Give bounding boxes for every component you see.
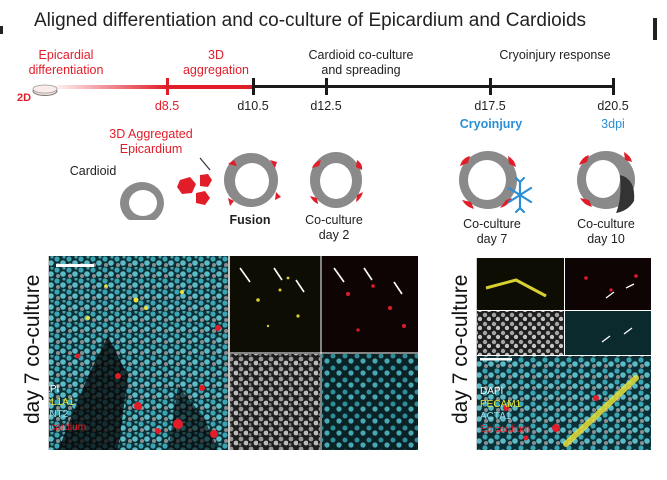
right-label-strip [446, 258, 477, 450]
phase-cryo-label: Cryoinjury response [480, 48, 630, 63]
epicardium-channel-dots [346, 284, 406, 332]
timeline-red-segment [167, 85, 253, 89]
coculture-day2-label: Co-culture day 2 [294, 213, 374, 243]
col1a1-yellow-signal [86, 284, 184, 320]
right-marker-legend: DAPI PECAM1 ACTA1 Epicardium [480, 386, 530, 436]
coculture-day10-line2: day 10 [587, 232, 625, 246]
phase-aggregation-label: 3D aggregation [168, 48, 264, 78]
coculture-day10-label: Co-culture day 10 [566, 217, 646, 247]
right-microscopy-panel: DAPI PECAM1 ACTA1 Epicardium [446, 258, 651, 450]
left-edge-mark [0, 26, 3, 34]
phase-aggregation-line2: aggregation [182, 63, 250, 77]
tick-label-d10-5: d10.5 [237, 99, 269, 113]
cardioid-label: Cardioid [69, 164, 117, 178]
coculture-day2-line2: day 2 [318, 228, 350, 242]
right-marker-pecam1: PECAM1 [480, 398, 522, 410]
timeline-black-segment [253, 85, 614, 88]
coculture-day2-line1: Co-culture [305, 213, 363, 227]
phase-epicardial-label: Epicardial differentiation [10, 48, 122, 78]
tick-label-d8-5: d8.5 [154, 99, 180, 113]
right-marker-epicardium: Epicardium [480, 423, 531, 435]
aggregated-label-line1: 3D Aggregated [109, 127, 193, 141]
right-dapi-channel-panel [476, 311, 564, 355]
left-panel-side-label: day 7 co-culture [21, 274, 44, 424]
cardioid-ring [120, 182, 164, 220]
left-micrograph [18, 256, 418, 450]
tick-d12-5 [325, 78, 328, 95]
snowflake-icon [507, 176, 533, 214]
marker-tnnt2: TNNT2 [36, 409, 69, 420]
phase-coculture-label: Cardioid co-culture and spreading [286, 48, 436, 78]
col1a1-channel-dots [256, 276, 300, 328]
right-micrograph [446, 258, 651, 450]
fusion-ring [224, 153, 281, 207]
scale-bar [56, 264, 94, 267]
right-marker-dapi: DAPI [480, 386, 504, 397]
tick-sub-cryoinjury: Cryoinjury [459, 117, 523, 131]
tick-d8-5 [166, 78, 169, 95]
tick-label-d20-5: d20.5 [597, 99, 629, 113]
tick-label-d17-5: d17.5 [474, 99, 506, 113]
phase-cryo-line1: Cryoinjury response [499, 48, 611, 62]
phase-aggregation-line1: 3D [208, 48, 224, 62]
start-2d-label: 2D [16, 92, 32, 104]
acta1-channel-panel [565, 311, 651, 355]
timeline-gradient-segment [55, 85, 167, 89]
dapi-channel-panel [230, 354, 320, 450]
left-label-strip [18, 256, 49, 450]
pecam1-channel-signal [485, 278, 547, 298]
phase-coculture-line2: and spreading [321, 63, 401, 77]
coculture-day7-line2: day 7 [476, 232, 508, 246]
aggregated-arrow [199, 157, 211, 171]
phase-epicardial-line1: Epicardial [38, 48, 94, 62]
right-edge-mark [653, 18, 657, 40]
phase-coculture-line1: Cardioid co-culture [308, 48, 414, 62]
epicardium-channel-panel [322, 256, 418, 352]
aggregated-label-line2: Epicardium [119, 142, 183, 156]
white-arrows-right [601, 283, 635, 343]
pecam1-vessel [563, 375, 639, 447]
tick-label-d12-5: d12.5 [310, 99, 342, 113]
right-epicardium-channel-panel [565, 258, 651, 310]
tick-d10-5 [252, 78, 255, 95]
pecam1-channel-panel [476, 258, 564, 310]
coculture-day7-line1: Co-culture [463, 217, 521, 231]
col1a1-channel-panel [230, 256, 320, 352]
tick-sub-3dpi: 3dpi [601, 117, 625, 131]
timeline-axis [32, 78, 615, 96]
coculture-day10-line1: Co-culture [577, 217, 635, 231]
coculture-day2-ring [310, 152, 363, 208]
coculture-day10-ring [577, 151, 635, 213]
petri-dish-lid [32, 84, 58, 94]
right-panel-side-label: day 7 co-culture [449, 274, 472, 424]
coculture-day7-label: Co-culture day 7 [452, 217, 532, 247]
right-scale-bar [480, 358, 512, 361]
phase-epicardial-line2: differentiation [28, 63, 104, 77]
right-marker-acta1: ACTA1 [480, 411, 512, 422]
tissue-gap-dark [58, 336, 128, 450]
white-arrows-epicardium [333, 267, 403, 295]
epicardium-red-signal [75, 325, 221, 438]
right-epicardium-signal [503, 395, 599, 441]
left-microscopy-panel: day 7 co-culture DAPI COL1A1 TNNT2 Epica… [18, 256, 418, 450]
tick-d20-5 [612, 78, 615, 95]
figure-title: Aligned differentiation and co-culture o… [34, 10, 587, 31]
coculture-day7-ring [459, 151, 517, 209]
marker-col1a1: COL1A1 [36, 396, 75, 408]
schematic-drawings [120, 151, 635, 220]
white-arrows-col1a1 [239, 267, 305, 293]
tnnt2-channel-panel [322, 354, 418, 450]
aggregated-epicardium-clumps [177, 174, 212, 205]
marker-epicardium: Epicardium [36, 421, 87, 433]
tick-d17-5 [489, 78, 492, 95]
aggregated-epicardium-label: 3D Aggregated Epicardium [96, 127, 206, 157]
right-epicardium-channel-dots [584, 274, 638, 292]
fusion-label: Fusion [229, 213, 271, 227]
tissue-gap-dark-2 [168, 386, 218, 450]
